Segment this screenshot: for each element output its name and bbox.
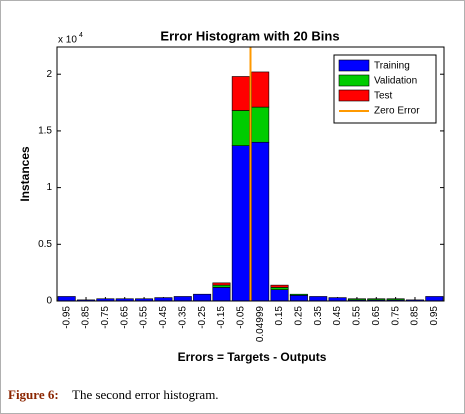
bar-segment — [270, 287, 289, 290]
x-axis-label: Errors = Targets - Outputs — [178, 350, 327, 364]
y-tick-label: 0 — [46, 296, 52, 307]
y-tick-label: 1.5 — [38, 126, 52, 137]
x-tick-label: -0.55 — [139, 306, 150, 329]
bar-segment — [212, 287, 231, 302]
bar-segment — [386, 298, 405, 301]
bar-segment — [425, 296, 444, 302]
bar-segment — [270, 289, 289, 302]
legend-label: Training — [374, 61, 410, 72]
bar-segment — [57, 296, 76, 302]
bar-segment — [347, 298, 366, 301]
chart-title: Error Histogram with 20 Bins — [160, 28, 339, 43]
legend-label: Zero Error — [374, 106, 420, 117]
bar-segment — [251, 106, 270, 143]
y-axis-label: Instances — [18, 146, 32, 202]
bar-segment — [154, 297, 173, 302]
legend-label: Test — [374, 91, 393, 102]
x-tick-label: -0.25 — [197, 306, 208, 329]
y-tick-label: 2 — [46, 69, 52, 80]
legend-swatch — [338, 74, 370, 87]
x-tick-label: -0.75 — [100, 306, 111, 329]
bar-segment — [231, 76, 250, 111]
x-tick-label: -0.95 — [61, 306, 72, 329]
caption-text: The second error histogram. — [72, 387, 219, 402]
bar-segment — [289, 293, 308, 296]
x-tick-label: -0.35 — [177, 306, 188, 329]
x-tick-label: -0.15 — [216, 306, 227, 329]
x-tick-label: -0.05 — [235, 306, 246, 329]
bar-segment — [231, 145, 250, 302]
x-tick-label: -0.65 — [119, 306, 130, 329]
x-tick-label: 0.85 — [410, 306, 421, 326]
y-multiplier: x 10 — [58, 35, 77, 46]
x-tick-label: 0.45 — [332, 306, 343, 326]
y-multiplier-exponent: 4 — [79, 32, 83, 39]
bar-segment — [231, 110, 250, 146]
x-tick-label: 0.25 — [294, 306, 305, 326]
bar-segment — [212, 282, 231, 286]
bar-segment — [270, 284, 289, 288]
bar-segment — [328, 297, 347, 302]
y-tick-label: 1 — [46, 182, 52, 193]
x-tick-label: -0.45 — [158, 306, 169, 329]
x-tick-label: 0.75 — [390, 306, 401, 326]
legend-swatch — [338, 59, 370, 72]
bar-segment — [212, 284, 231, 288]
legend-label: Validation — [374, 76, 417, 87]
x-tick-label: -0.85 — [81, 306, 92, 329]
x-tick-label: 0.65 — [371, 306, 382, 326]
bar-segment — [309, 296, 328, 302]
bar-segment — [251, 71, 270, 108]
bar-segment — [367, 298, 386, 301]
caption-label: Figure 6: — [8, 387, 59, 402]
x-tick-label: 0.15 — [274, 306, 285, 326]
bar-segment — [251, 141, 270, 302]
x-tick-label: 0.55 — [352, 306, 363, 326]
x-tick-label: 0.04999 — [255, 306, 266, 343]
x-tick-label: 0.95 — [429, 306, 440, 326]
x-tick-label: 0.35 — [313, 306, 324, 326]
bar-segment — [193, 293, 212, 302]
bar-segment — [173, 296, 192, 302]
legend-swatch — [338, 89, 370, 102]
plot-border — [56, 46, 445, 302]
y-tick-label: 0.5 — [38, 239, 52, 250]
bar-segment — [289, 295, 308, 302]
